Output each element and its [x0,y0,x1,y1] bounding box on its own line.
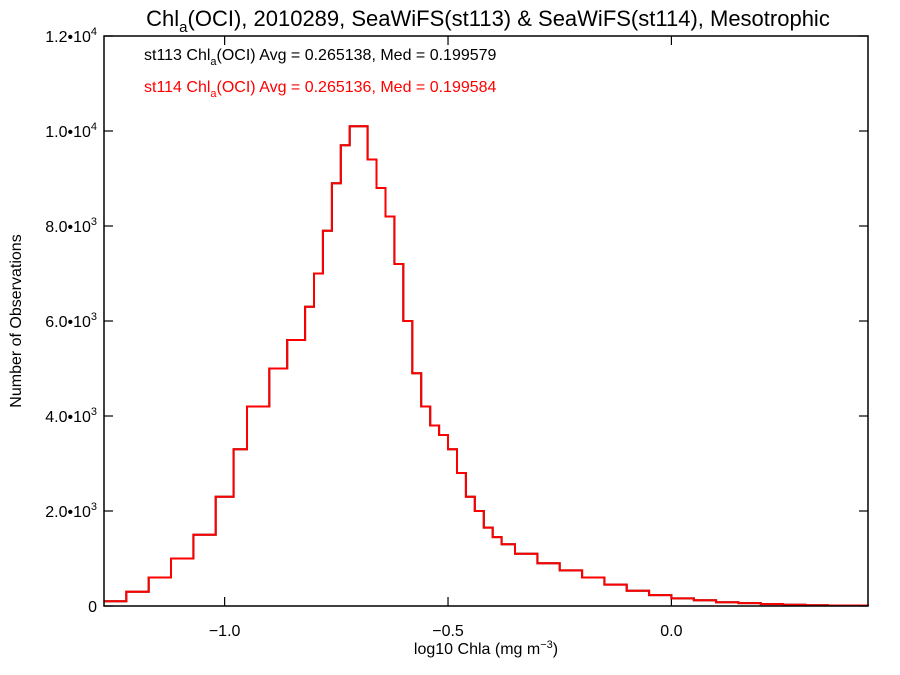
y-tick-label: 1.0•104 [45,121,97,141]
y-tick-label: 0 [88,599,97,616]
plot-frame [103,35,869,607]
y-tick-label: 2.0•103 [45,501,97,521]
x-tick-label: −0.5 [432,623,464,640]
chart-title: Chla(OCI), 2010289, SeaWiFS(st113) & Sea… [146,6,830,36]
y-tick-label: 6.0•103 [45,311,97,331]
annotation-st114: st114 Chla(OCI) Avg = 0.265136, Med = 0.… [144,79,497,100]
annotation-st113: st113 Chla(OCI) Avg = 0.265138, Med = 0.… [144,47,497,68]
x-tick-label: −1.0 [209,623,241,640]
y-axis-label: Number of Observations [8,234,25,407]
series-layer [104,125,869,607]
axis-ticks: −1.0 −0.5 0.0 0 2.0•103 4.0•103 6.0•103 8.0•103… [45,26,868,640]
x-tick-label: 0.0 [660,623,682,640]
y-tick-label: 4.0•103 [45,406,97,426]
series-1-line [104,125,869,607]
x-axis-label: log10 Chla (mg m−3) [414,639,558,658]
y-tick-label: 8.0•103 [45,216,97,236]
series-0-line [104,125,869,607]
y-tick-label: 1.2•104 [45,26,97,46]
